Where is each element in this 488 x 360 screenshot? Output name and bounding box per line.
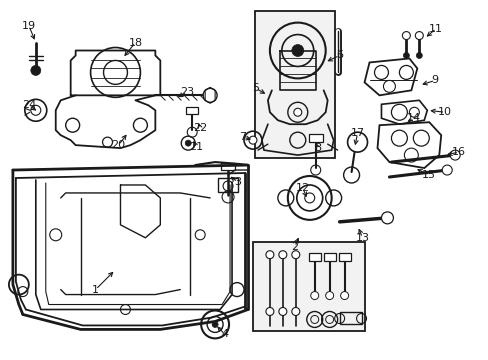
Text: 4: 4 [221, 329, 228, 339]
Circle shape [291, 251, 299, 259]
Text: 15: 15 [422, 170, 435, 180]
Bar [339, 312, 361, 324]
Circle shape [304, 193, 314, 203]
Bar [323, 253, 335, 261]
Circle shape [402, 32, 409, 40]
Circle shape [278, 307, 286, 315]
Text: 18: 18 [128, 37, 142, 48]
Bar [186, 107, 198, 114]
Text: 14: 14 [407, 113, 421, 123]
Circle shape [415, 53, 422, 58]
Circle shape [265, 307, 273, 315]
Circle shape [203, 88, 217, 102]
Text: 13: 13 [355, 233, 369, 243]
Circle shape [449, 150, 459, 160]
Text: 7: 7 [239, 132, 246, 142]
Text: 3: 3 [234, 177, 241, 187]
Circle shape [381, 212, 393, 224]
Text: 22: 22 [193, 123, 207, 133]
Circle shape [325, 292, 333, 300]
Text: 11: 11 [428, 24, 442, 33]
Text: 5: 5 [252, 84, 259, 93]
Circle shape [291, 307, 299, 315]
Text: 24: 24 [21, 100, 36, 110]
Circle shape [291, 45, 303, 57]
Text: 2: 2 [291, 242, 298, 252]
Bar [308, 134, 322, 142]
Bar [308, 253, 320, 261]
Circle shape [340, 292, 348, 300]
Text: 16: 16 [451, 147, 465, 157]
Bar [252, 242, 364, 332]
Bar [254, 11, 334, 158]
Circle shape [265, 251, 273, 259]
Circle shape [31, 66, 41, 75]
Text: 1: 1 [92, 284, 99, 294]
Circle shape [31, 105, 41, 115]
Text: 17: 17 [350, 128, 364, 138]
Bar [218, 178, 238, 192]
Circle shape [403, 53, 408, 58]
Circle shape [212, 321, 218, 328]
Bar [221, 163, 235, 170]
Text: 10: 10 [437, 107, 451, 117]
Circle shape [414, 32, 423, 40]
Text: 8: 8 [313, 143, 321, 153]
Text: 20: 20 [111, 140, 125, 150]
Circle shape [248, 136, 256, 144]
Bar [338, 253, 350, 261]
Circle shape [293, 108, 301, 116]
Text: 23: 23 [180, 87, 194, 97]
Circle shape [185, 140, 191, 146]
Text: 21: 21 [189, 142, 203, 152]
Circle shape [441, 165, 451, 175]
Text: 6: 6 [335, 50, 343, 60]
Circle shape [278, 251, 286, 259]
Circle shape [310, 292, 318, 300]
Text: 12: 12 [295, 183, 309, 193]
Text: 19: 19 [22, 21, 36, 31]
Text: 9: 9 [431, 75, 438, 85]
